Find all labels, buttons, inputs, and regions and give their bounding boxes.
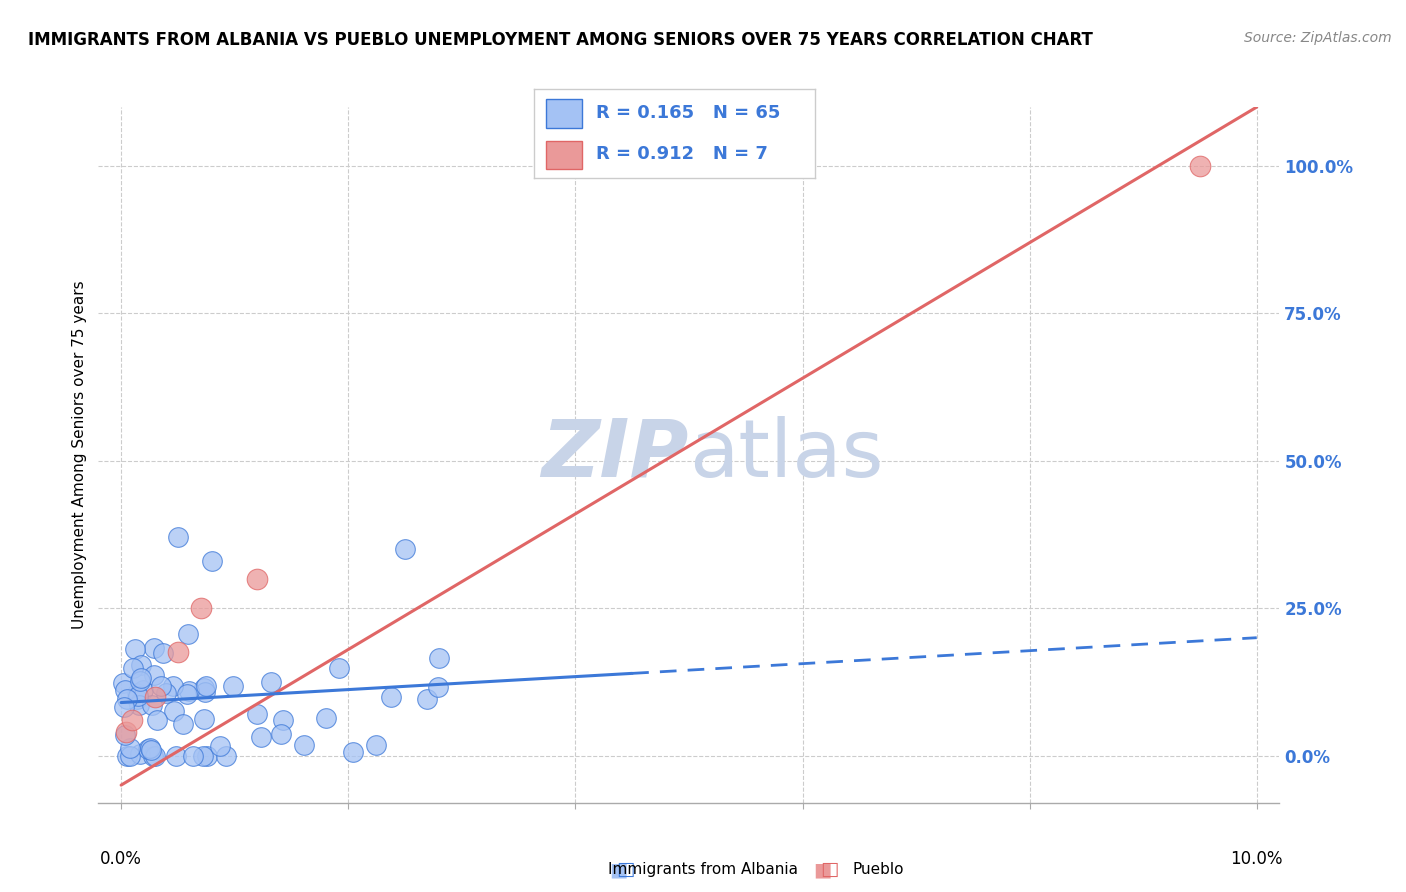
Text: □: □	[820, 860, 839, 880]
Point	[194, 685, 217, 699]
Text: □: □	[616, 860, 636, 880]
Point	[128, 747, 150, 761]
Point	[128, 698, 150, 712]
Point	[163, 704, 186, 718]
Point	[328, 661, 350, 675]
Point	[112, 700, 135, 714]
Point	[143, 748, 166, 763]
Point	[141, 748, 163, 763]
Point	[124, 642, 146, 657]
Point	[125, 686, 148, 700]
Point	[143, 668, 166, 682]
Point	[114, 683, 136, 698]
Point	[143, 640, 166, 655]
Point	[127, 689, 149, 703]
Text: Source: ZipAtlas.com: Source: ZipAtlas.com	[1244, 31, 1392, 45]
Text: 10.0%: 10.0%	[1230, 850, 1284, 868]
Point	[118, 740, 141, 755]
Point	[191, 748, 214, 763]
Point	[315, 711, 337, 725]
Point	[131, 657, 153, 672]
Point	[172, 716, 194, 731]
Point	[208, 739, 231, 753]
Text: Pueblo: Pueblo	[853, 863, 904, 877]
Point	[364, 738, 387, 752]
Point	[111, 676, 134, 690]
Point	[250, 731, 273, 745]
Point	[162, 679, 184, 693]
Bar	[546, 99, 582, 128]
Text: Immigrants from Albania: Immigrants from Albania	[607, 863, 799, 877]
Point	[120, 748, 142, 763]
Point	[181, 748, 204, 763]
Text: ■: ■	[813, 860, 832, 880]
Point	[132, 682, 155, 697]
Point	[246, 572, 269, 586]
Point	[195, 679, 218, 693]
Point	[139, 740, 162, 755]
Point	[141, 698, 163, 712]
Y-axis label: Unemployment Among Seniors over 75 years: Unemployment Among Seniors over 75 years	[72, 281, 87, 629]
Point	[152, 646, 174, 660]
Point	[121, 713, 143, 727]
Text: IMMIGRANTS FROM ALBANIA VS PUEBLO UNEMPLOYMENT AMONG SENIORS OVER 75 YEARS CORRE: IMMIGRANTS FROM ALBANIA VS PUEBLO UNEMPL…	[28, 31, 1092, 49]
Point	[193, 712, 215, 726]
Point	[177, 626, 200, 640]
Text: 0.0%: 0.0%	[100, 850, 142, 868]
Bar	[546, 141, 582, 169]
Point	[270, 726, 292, 740]
Point	[195, 748, 218, 763]
Point	[117, 692, 139, 706]
Point	[139, 742, 162, 756]
Point	[167, 645, 190, 659]
Point	[292, 738, 315, 752]
Point	[128, 673, 150, 688]
Text: R = 0.912   N = 7: R = 0.912 N = 7	[596, 145, 768, 163]
Point	[150, 680, 173, 694]
Point	[246, 706, 269, 721]
Point	[146, 714, 169, 728]
Point	[429, 650, 451, 665]
Point	[166, 748, 188, 763]
Point	[143, 690, 166, 704]
Point	[201, 554, 224, 568]
Point	[342, 745, 364, 759]
Point	[190, 601, 212, 615]
Text: atlas: atlas	[689, 416, 883, 494]
Point	[394, 542, 416, 557]
Point	[167, 531, 190, 545]
Point	[115, 748, 138, 763]
Point	[122, 661, 145, 675]
Point	[380, 690, 402, 704]
Point	[416, 691, 439, 706]
Point	[125, 692, 148, 706]
Point	[176, 687, 198, 701]
Point	[129, 671, 152, 685]
Point	[193, 681, 215, 695]
Text: R = 0.165   N = 65: R = 0.165 N = 65	[596, 104, 780, 122]
Point	[1188, 159, 1211, 173]
Point	[114, 725, 136, 739]
Point	[155, 686, 177, 700]
Point	[215, 748, 238, 763]
Point	[273, 713, 295, 727]
Text: ZIP: ZIP	[541, 416, 689, 494]
Point	[222, 679, 245, 693]
Point	[260, 675, 283, 690]
Point	[114, 728, 136, 742]
Point	[177, 683, 200, 698]
Point	[138, 742, 160, 756]
Text: ■: ■	[609, 860, 628, 880]
Point	[427, 680, 450, 694]
